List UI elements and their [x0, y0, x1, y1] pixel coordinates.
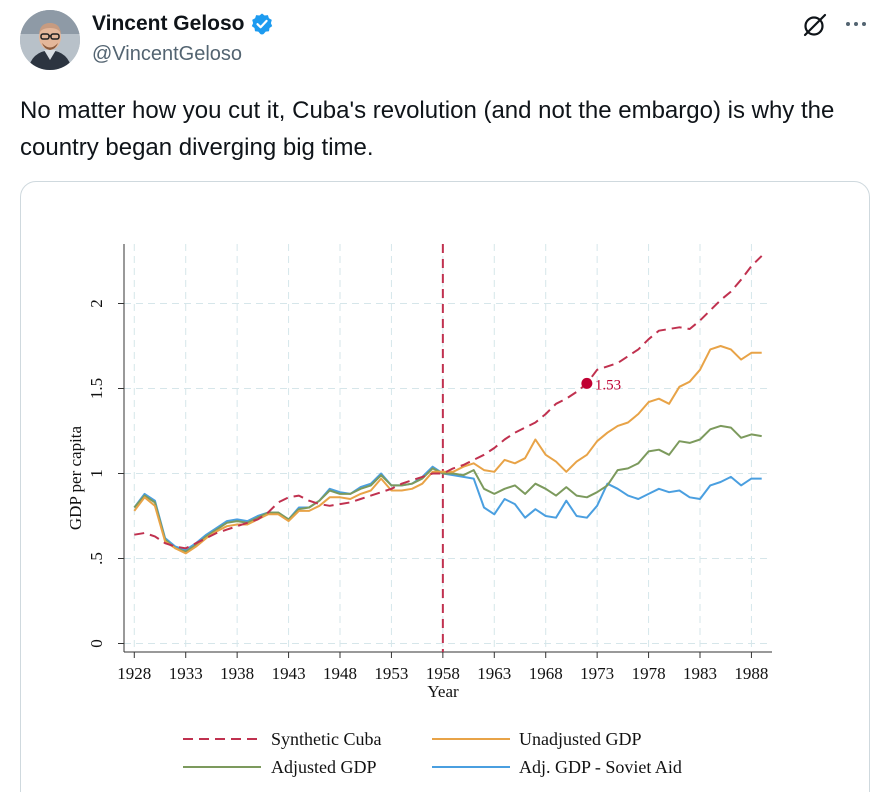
- verified-badge-icon: [251, 13, 272, 35]
- media-card[interactable]: 1928 1933 1938 1943 1948 1953 1958 1963 1968 1973…: [20, 181, 870, 792]
- y-tick-label: 0: [87, 639, 106, 648]
- x-tick-label: 1948: [323, 664, 357, 683]
- chart-axes: 1928 1933 1938 1943 1948 1953 1958 1963 1968 1973…: [66, 244, 772, 701]
- legend-label: Synthetic Cuba: [271, 729, 382, 749]
- x-tick-label: 1983: [683, 664, 717, 683]
- x-tick-label: 1933: [169, 664, 203, 683]
- legend-label: Unadjusted GDP: [519, 729, 642, 749]
- legend-label: Adj. GDP - Soviet Aid: [519, 757, 682, 777]
- chart-legend: Synthetic Cuba Unadjusted GDP Adjusted GDP…: [183, 729, 682, 777]
- series-line-adj-gdp-soviet-aid: [133, 465, 762, 551]
- legend-label: Adjusted GDP: [271, 757, 377, 777]
- x-tick-label: 1968: [529, 664, 563, 683]
- annotation-point: [581, 377, 593, 389]
- annotation-label: 1.53: [595, 377, 621, 393]
- y-axis-title: GDP per capita: [66, 425, 85, 530]
- y-tick-label: 2: [87, 299, 106, 308]
- chart-series: [133, 244, 763, 652]
- handle[interactable]: @VincentGeloso: [92, 43, 243, 65]
- x-tick-label: 1953: [374, 664, 408, 683]
- series-line-adjusted-gdp: [133, 424, 762, 553]
- avatar-image: [20, 10, 80, 70]
- avatar[interactable]: [20, 10, 80, 70]
- x-tick-label: 1963: [477, 664, 511, 683]
- x-tick-label: 1978: [632, 664, 666, 683]
- x-tick-label: 1958: [426, 664, 460, 683]
- more-icon[interactable]: [843, 14, 869, 34]
- x-tick-label: 1938: [220, 664, 254, 683]
- y-tick-label: 1.5: [87, 378, 106, 399]
- series-line-synthetic-cuba: [134, 255, 763, 550]
- y-tick-label: .5: [87, 552, 106, 565]
- chart-annotation: 1.53: [581, 377, 621, 393]
- x-tick-label: 1988: [734, 664, 768, 683]
- author-name-row[interactable]: Vincent Geloso: [92, 12, 274, 36]
- tweet-text: No matter how you cut it, Cuba's revolut…: [20, 97, 835, 161]
- y-tick-label: 1: [87, 469, 106, 478]
- chart: 1928 1933 1938 1943 1948 1953 1958 1963 1968 1973…: [66, 244, 772, 777]
- x-tick-label: 1943: [272, 664, 306, 683]
- grok-icon[interactable]: [802, 12, 828, 38]
- display-name[interactable]: Vincent Geloso: [92, 12, 245, 35]
- x-tick-label: 1973: [580, 664, 614, 683]
- x-axis-title: Year: [427, 682, 459, 701]
- x-tick-label: 1928: [117, 664, 151, 683]
